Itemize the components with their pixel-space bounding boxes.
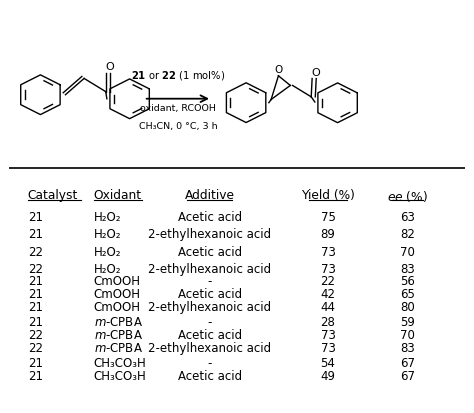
Text: 2-ethylhexanoic acid: 2-ethylhexanoic acid [148,341,271,354]
Text: O: O [274,64,283,75]
Text: -: - [208,275,212,288]
Text: Oxidant: Oxidant [94,189,142,202]
Text: 89: 89 [320,228,336,240]
Text: oxidant, RCOOH: oxidant, RCOOH [140,103,216,112]
Text: CH₃CO₃H: CH₃CO₃H [94,369,146,382]
Text: 21: 21 [27,211,43,223]
Text: CH₃CO₃H: CH₃CO₃H [94,356,146,369]
Text: $\mathit{m}$-CPBA: $\mathit{m}$-CPBA [94,328,143,341]
Text: Acetic acid: Acetic acid [178,369,242,382]
Text: 22: 22 [27,341,43,354]
Text: 21: 21 [27,369,43,382]
Text: 83: 83 [400,262,415,275]
Text: $\mathit{m}$-CPBA: $\mathit{m}$-CPBA [94,316,143,328]
Text: 28: 28 [320,316,336,328]
Text: -: - [208,356,212,369]
Text: 73: 73 [320,341,336,354]
Text: 56: 56 [400,275,415,288]
Text: 2-ethylhexanoic acid: 2-ethylhexanoic acid [148,228,271,240]
Text: 82: 82 [400,228,415,240]
Text: Acetic acid: Acetic acid [178,245,242,258]
Text: $\mathit{m}$-CPBA: $\mathit{m}$-CPBA [94,341,143,354]
Text: 22: 22 [27,245,43,258]
Text: 42: 42 [320,287,336,300]
Text: CH₃CN, 0 °C, 3 h: CH₃CN, 0 °C, 3 h [138,121,217,130]
Text: 22: 22 [27,328,43,341]
Text: Acetic acid: Acetic acid [178,211,242,223]
Text: 67: 67 [400,356,415,369]
Text: 22: 22 [27,262,43,275]
Text: 59: 59 [400,316,415,328]
Text: 21: 21 [27,228,43,240]
Text: Additive: Additive [185,189,235,202]
Text: 73: 73 [320,262,336,275]
Text: 2-ethylhexanoic acid: 2-ethylhexanoic acid [148,262,271,275]
Text: 65: 65 [400,287,415,300]
Text: 54: 54 [320,356,336,369]
Text: 2-ethylhexanoic acid: 2-ethylhexanoic acid [148,300,271,313]
Text: 75: 75 [320,211,336,223]
Text: Acetic acid: Acetic acid [178,287,242,300]
Text: -: - [208,316,212,328]
Text: 21: 21 [27,356,43,369]
Text: 21: 21 [27,287,43,300]
Text: 21: 21 [27,316,43,328]
Text: $\mathit{ee}$ (%): $\mathit{ee}$ (%) [387,189,428,204]
Text: 49: 49 [320,369,336,382]
Text: Yield (%): Yield (%) [301,189,355,202]
Text: 80: 80 [400,300,415,313]
Text: 67: 67 [400,369,415,382]
Text: O: O [311,68,319,78]
Text: H₂O₂: H₂O₂ [94,228,121,240]
Text: $\mathbf{21}$ or $\mathbf{22}$ (1 mol%): $\mathbf{21}$ or $\mathbf{22}$ (1 mol%) [131,69,225,82]
Text: CmOOH: CmOOH [94,275,141,288]
Text: 44: 44 [320,300,336,313]
Text: Acetic acid: Acetic acid [178,328,242,341]
Text: 22: 22 [320,275,336,288]
Text: 70: 70 [400,328,415,341]
Text: 83: 83 [400,341,415,354]
Text: CmOOH: CmOOH [94,287,141,300]
Text: 21: 21 [27,275,43,288]
Text: Catalyst: Catalyst [27,189,78,202]
Text: 70: 70 [400,245,415,258]
Text: 63: 63 [400,211,415,223]
Text: H₂O₂: H₂O₂ [94,245,121,258]
Text: CmOOH: CmOOH [94,300,141,313]
Text: H₂O₂: H₂O₂ [94,262,121,275]
Text: 73: 73 [320,328,336,341]
Text: 21: 21 [27,300,43,313]
Text: H₂O₂: H₂O₂ [94,211,121,223]
Text: 73: 73 [320,245,336,258]
Text: O: O [105,62,114,72]
